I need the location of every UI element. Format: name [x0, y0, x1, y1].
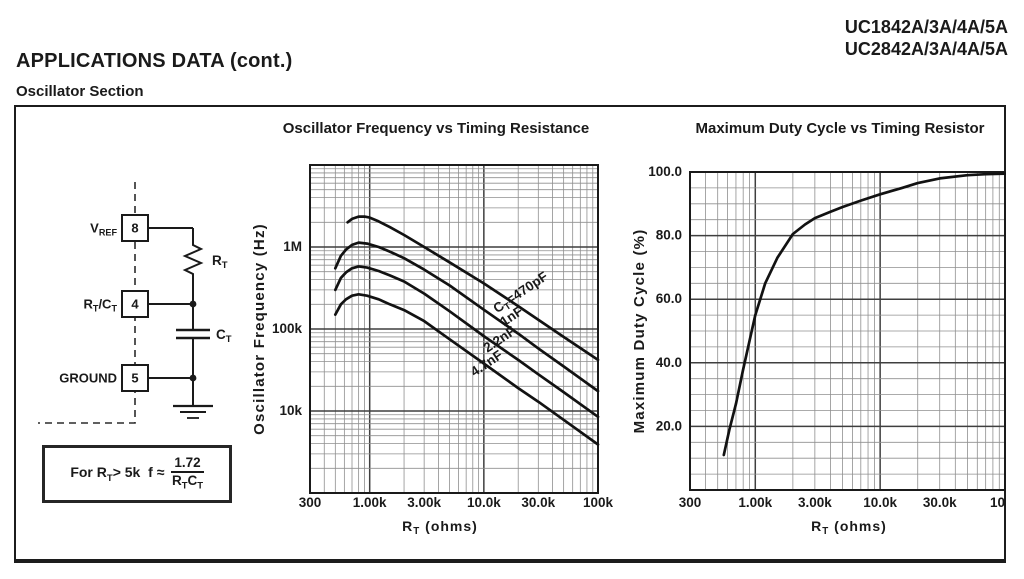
y-tick-label: 10k	[279, 403, 302, 418]
osc-freq-chart-curve-3	[333, 292, 600, 446]
pin-label: GROUND	[59, 371, 117, 386]
curve-label: 2.2nF	[481, 323, 519, 355]
x-tick-label: 3.00k	[407, 495, 441, 510]
osc-freq-chart: 300 1.00k 3.00k 10.0k 30.0k 100k 1M 100k 10k RT (…	[251, 164, 614, 537]
y-axis-label: Oscillator Frequency (Hz)	[251, 223, 268, 435]
page-title: APPLICATIONS DATA (cont.)	[16, 50, 293, 72]
resistor-rt	[182, 243, 204, 280]
part-number-line-1: UC1842A/3A/4A/5A	[844, 17, 1008, 37]
junction-dot	[189, 374, 197, 382]
x-tick-label: 300	[299, 495, 322, 510]
formula-box: For RT> 5k f ≈ 1.72 RTCT	[42, 445, 232, 503]
y-tick-label: 100.0	[648, 164, 682, 179]
duty-cycle-chart-grid	[689, 171, 1006, 491]
y-tick-label: 40.0	[656, 355, 682, 370]
part-number-line-2: UC2842A/3A/4A/5A	[844, 39, 1008, 59]
pin-box-8	[121, 214, 149, 242]
pin-label: RT/CT	[83, 297, 117, 314]
pin-label: VREF	[90, 221, 117, 238]
x-axis-label: RT (ohms)	[402, 518, 478, 537]
y-tick-label: 60.0	[656, 291, 682, 306]
x-axis-label: RT (ohms)	[811, 518, 887, 537]
x-tick-label: 10.0k	[467, 495, 501, 510]
circuit-diagram: 8 VREF 4 RT/CT 5 GROUND RT CT	[38, 182, 232, 424]
y-axis-label: Maximum Duty Cycle (%)	[631, 229, 648, 434]
subsection-title: Oscillator Section	[16, 83, 144, 100]
pin-number: 4	[131, 297, 139, 312]
ic-boundary-dashed-line	[38, 182, 136, 424]
junction-dot	[189, 300, 197, 308]
osc-freq-chart-curve-0	[346, 215, 600, 362]
formula-denominator: RTCT	[171, 473, 204, 492]
x-tick-label: 100k	[583, 495, 614, 510]
x-tick-label: 30.0k	[521, 495, 555, 510]
x-tick-label: 1.00k	[738, 495, 772, 510]
resistor-label: RT	[212, 253, 228, 271]
y-tick-label: 100k	[272, 321, 303, 336]
formula-fraction: 1.72 RTCT	[171, 455, 204, 492]
osc-freq-chart-title: Oscillator Frequency vs Timing Resistanc…	[282, 120, 590, 137]
y-tick-label: 80.0	[656, 228, 682, 243]
duty-cycle-chart: 300 1.00k 3.00k 10.0k 30.0k 100k 100.0 80.0 60.0…	[631, 164, 1006, 537]
osc-freq-chart-grid	[309, 164, 599, 494]
duty-cycle-chart-curve-0	[722, 172, 1006, 457]
capacitor-label: CT	[216, 327, 232, 345]
duty-cycle-chart-title: Maximum Duty Cycle vs Timing Resistor	[695, 120, 985, 137]
x-tick-label: 300	[679, 495, 702, 510]
y-tick-label: 20.0	[656, 418, 682, 433]
pin-box-4	[121, 290, 149, 318]
figure-box: Oscillator Frequency vs Timing Resistanc…	[14, 105, 1006, 563]
pin-box-5	[121, 364, 149, 392]
formula-numerator: 1.72	[171, 455, 204, 474]
x-tick-label: 3.00k	[798, 495, 832, 510]
x-tick-label: 10.0k	[863, 495, 897, 510]
osc-freq-chart-curve-2	[333, 265, 600, 419]
y-tick-label: 1M	[283, 239, 302, 254]
x-tick-label: 1.00k	[353, 495, 387, 510]
x-tick-label: 30.0k	[923, 495, 957, 510]
osc-freq-chart-curve-1	[333, 241, 600, 393]
pin-number: 8	[131, 221, 138, 236]
formula-condition: For RT> 5k f ≈	[70, 464, 165, 484]
part-numbers: UC1842A/3A/4A/5A UC2842A/3A/4A/5A	[845, 16, 1008, 60]
x-tick-label: 100k	[990, 495, 1006, 510]
pin-number: 5	[131, 371, 138, 386]
